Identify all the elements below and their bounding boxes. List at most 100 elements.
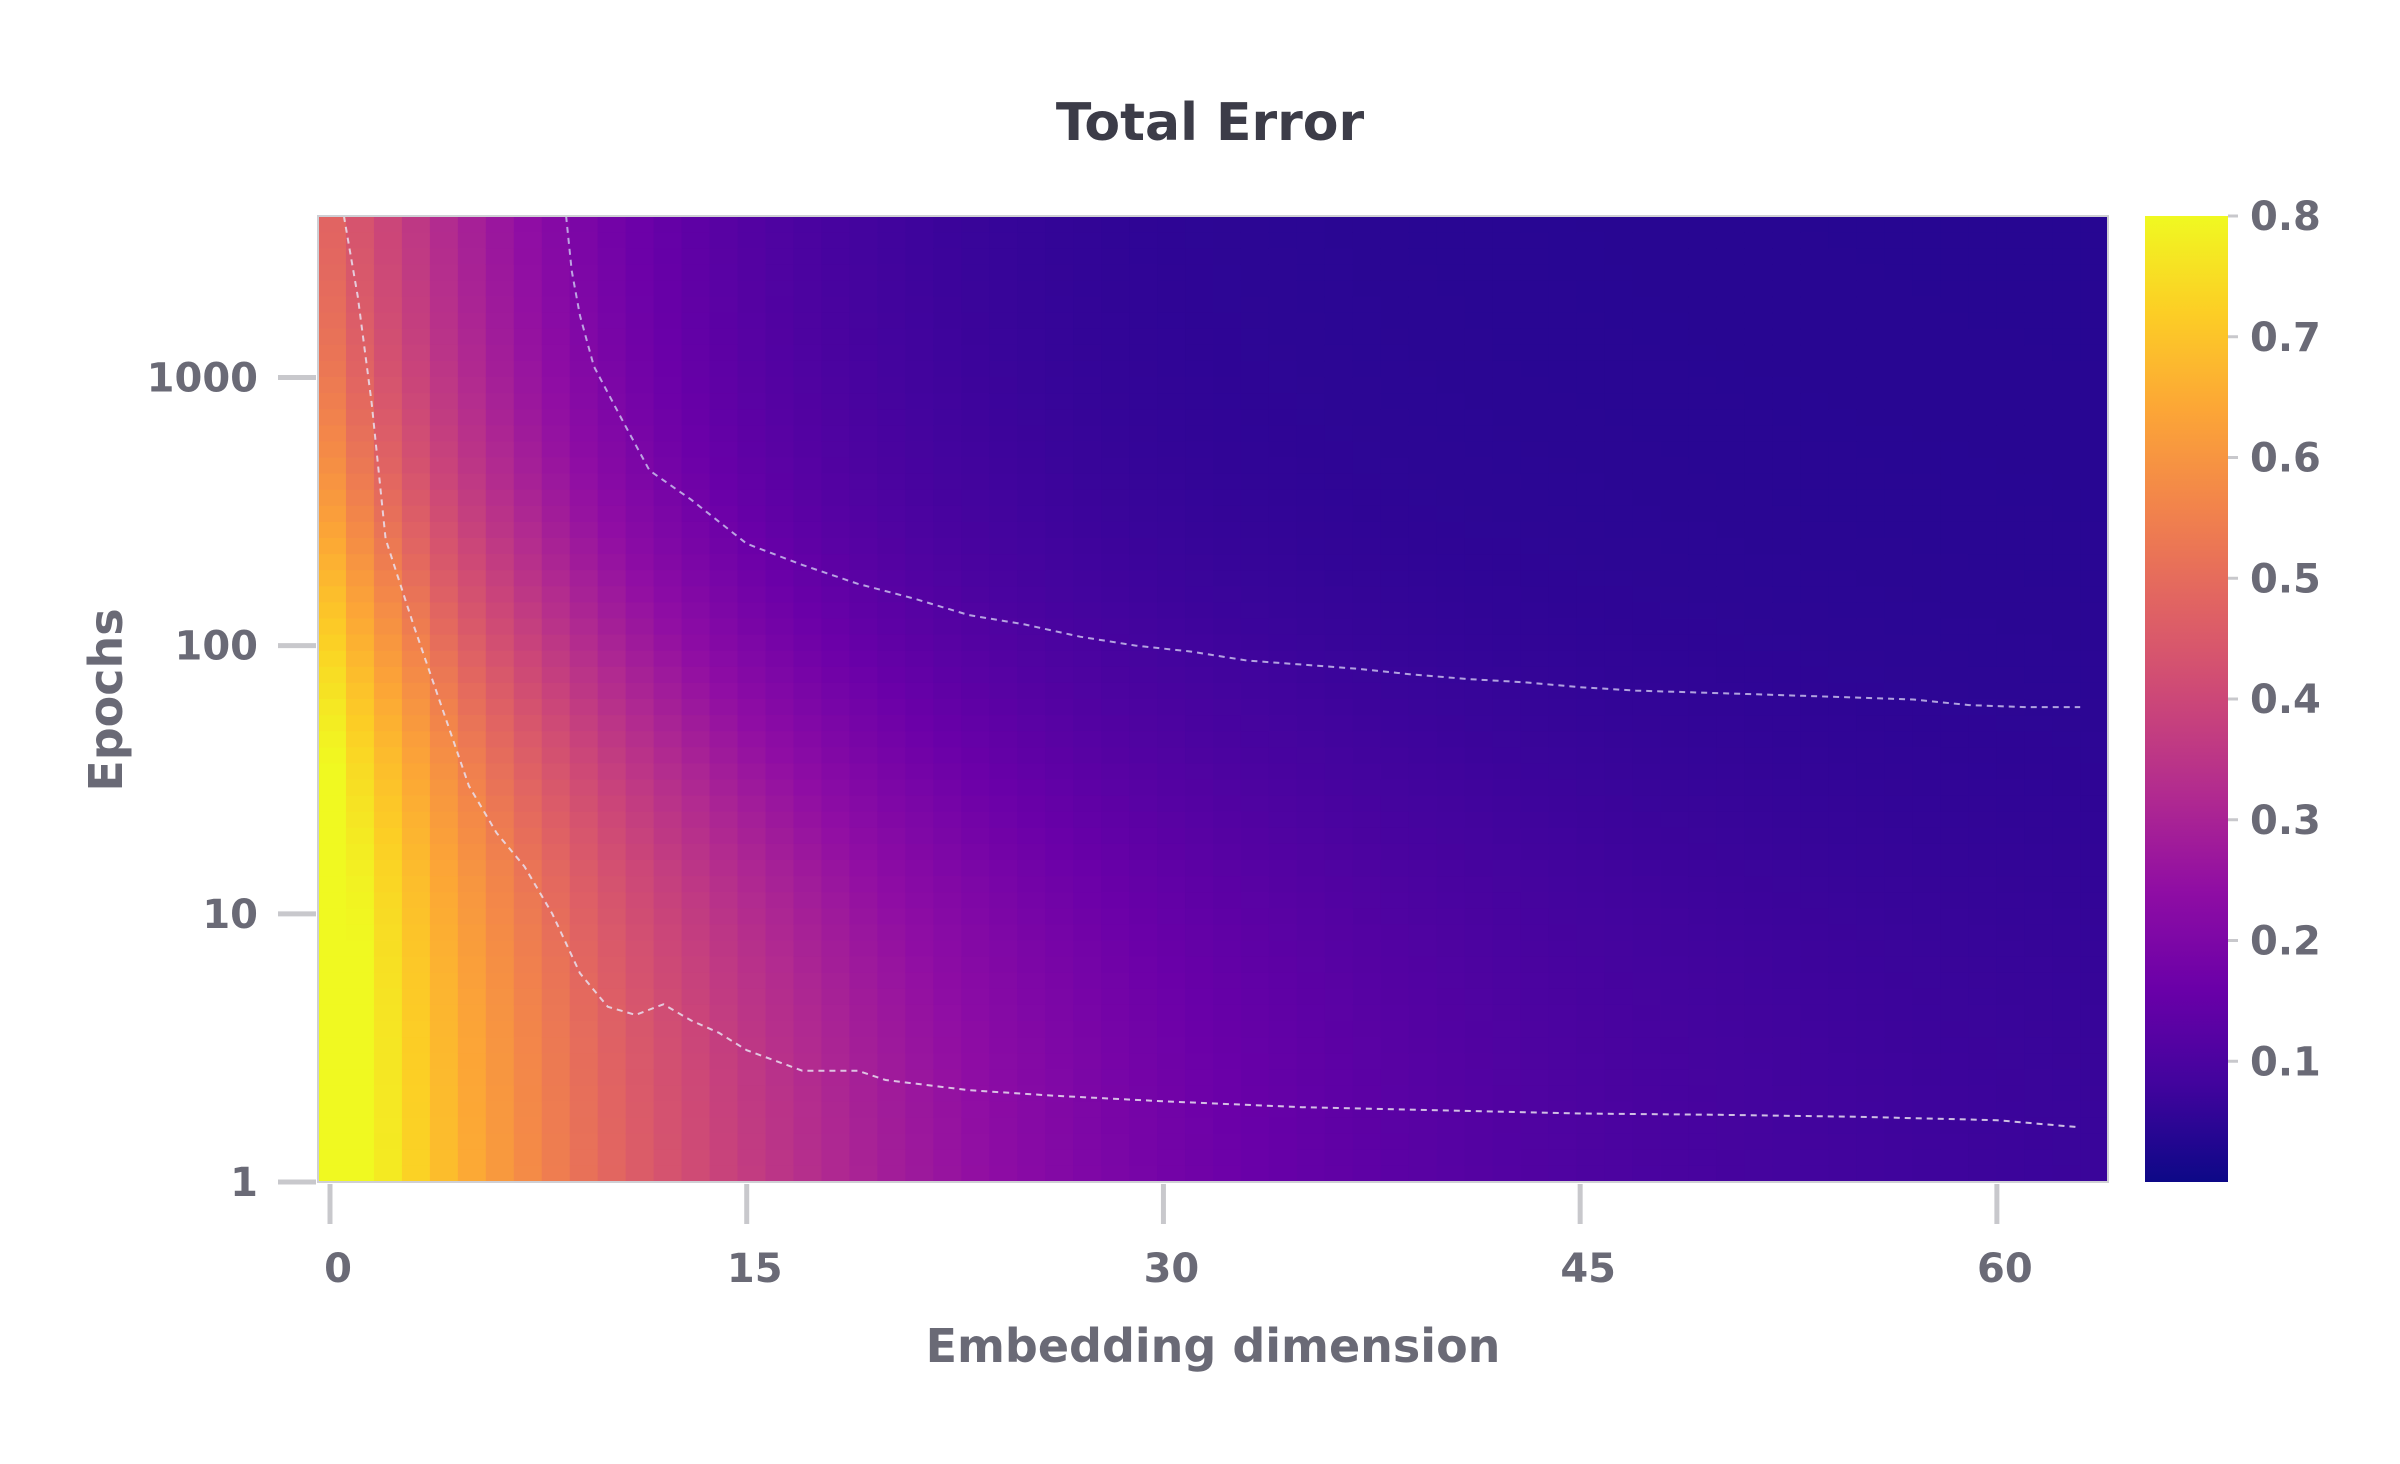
heatmap-cell — [933, 618, 962, 636]
heatmap-cell — [1940, 409, 1969, 426]
heatmap-cell — [1576, 779, 1606, 797]
heatmap-cell — [401, 280, 431, 298]
heatmap-cell — [1688, 409, 1718, 426]
heatmap-cell — [1129, 908, 1158, 925]
heatmap-cell — [1604, 811, 1634, 829]
heatmap-cell — [1045, 699, 1074, 716]
heatmap-cell — [1800, 1021, 1829, 1038]
heatmap-cell — [933, 344, 962, 362]
heatmap-cell — [1352, 1053, 1382, 1070]
heatmap-cell — [1632, 570, 1662, 587]
heatmap-cell — [1828, 360, 1857, 378]
heatmap-cell — [2080, 216, 2109, 233]
heatmap-cell — [2052, 666, 2081, 684]
heatmap-cell — [681, 634, 711, 652]
heatmap-cell — [625, 296, 655, 314]
heatmap-cell — [1408, 666, 1438, 684]
heatmap-cell — [1436, 1133, 1466, 1151]
heatmap-cell — [1716, 1037, 1746, 1054]
heatmap-cell — [625, 602, 655, 620]
heatmap-cell — [541, 876, 571, 893]
heatmap-cell — [1129, 731, 1158, 748]
heatmap-cell — [429, 1133, 459, 1151]
heatmap-cell — [2080, 457, 2109, 475]
heatmap-cell — [1548, 892, 1578, 909]
heatmap-cell — [1017, 377, 1046, 394]
heatmap-cell — [1744, 1085, 1773, 1103]
heatmap-cell — [961, 505, 990, 523]
heatmap-cell — [1268, 634, 1298, 652]
heatmap-cell — [933, 360, 962, 378]
heatmap-cell — [1884, 731, 1913, 748]
heatmap-cell — [1800, 1069, 1829, 1086]
heatmap-cell — [1296, 618, 1326, 636]
heatmap-cell — [1632, 441, 1662, 459]
heatmap-cell — [541, 795, 571, 813]
heatmap-cell — [1045, 715, 1074, 732]
heatmap-cell — [1045, 1117, 1074, 1135]
heatmap-cell — [429, 264, 459, 281]
heatmap-cell — [961, 360, 990, 378]
heatmap-cell — [541, 715, 571, 732]
heatmap-cell — [1296, 1085, 1326, 1103]
heatmap-cell — [1576, 747, 1606, 764]
heatmap-cell — [1548, 1021, 1578, 1038]
heatmap-cell — [1828, 860, 1857, 877]
heatmap-cell — [2080, 650, 2109, 668]
heatmap-cell — [1940, 811, 1969, 829]
heatmap-cell — [318, 618, 347, 636]
heatmap-cell — [485, 972, 515, 990]
heatmap-cell — [1968, 1069, 1997, 1086]
heatmap-cell — [1716, 521, 1746, 539]
heatmap-cell — [1324, 956, 1354, 974]
heatmap-cell — [569, 827, 599, 845]
heatmap-cell — [821, 1037, 851, 1054]
heatmap-cell — [457, 972, 487, 990]
heatmap-cell — [1996, 682, 2025, 700]
heatmap-cell — [877, 795, 906, 813]
heatmap-cell — [457, 216, 487, 233]
heatmap-cell — [1492, 1021, 1522, 1038]
heatmap-cell — [1940, 248, 1969, 265]
heatmap-cell — [1884, 521, 1913, 539]
heatmap-cell — [1352, 843, 1382, 861]
heatmap-cell — [1380, 892, 1410, 909]
heatmap-cell — [1968, 521, 1997, 539]
heatmap-cell — [1296, 892, 1326, 909]
heatmap-cell — [345, 216, 375, 233]
heatmap-cell — [961, 860, 990, 877]
y-tick-label: 1 — [230, 1160, 258, 1206]
heatmap-cell — [1129, 860, 1158, 877]
heatmap-cell — [318, 570, 347, 587]
heatmap-cell — [485, 715, 515, 732]
heatmap-cell — [2052, 924, 2081, 942]
heatmap-cell — [1520, 1085, 1550, 1103]
heatmap-cell — [1017, 892, 1046, 909]
heatmap-cell — [1129, 521, 1158, 539]
heatmap-cell — [1073, 1101, 1102, 1119]
heatmap-cell — [1828, 1021, 1857, 1038]
heatmap-cell — [1324, 521, 1354, 539]
heatmap-cell — [765, 312, 795, 330]
heatmap-cell — [737, 505, 767, 523]
heatmap-cell — [2052, 248, 2081, 265]
heatmap-cell — [1324, 505, 1354, 523]
heatmap-cell — [1408, 521, 1438, 539]
heatmap-cell — [1660, 377, 1690, 394]
heatmap-cell — [1213, 360, 1242, 378]
heatmap-cell — [401, 795, 431, 813]
heatmap-cell — [401, 699, 431, 716]
heatmap-cell — [1185, 280, 1214, 298]
heatmap-cell — [1296, 377, 1326, 394]
heatmap-cell — [737, 1004, 767, 1022]
heatmap-cell — [625, 248, 655, 265]
heatmap-cell — [1660, 1069, 1690, 1086]
heatmap-cell — [597, 489, 627, 507]
heatmap-cell — [1101, 988, 1130, 1006]
heatmap-cell — [625, 377, 655, 394]
heatmap-cell — [1632, 827, 1662, 845]
heatmap-cell — [933, 747, 962, 764]
heatmap-cell — [2024, 988, 2053, 1006]
heatmap-cell — [1996, 1101, 2025, 1119]
heatmap-cell — [765, 457, 795, 475]
